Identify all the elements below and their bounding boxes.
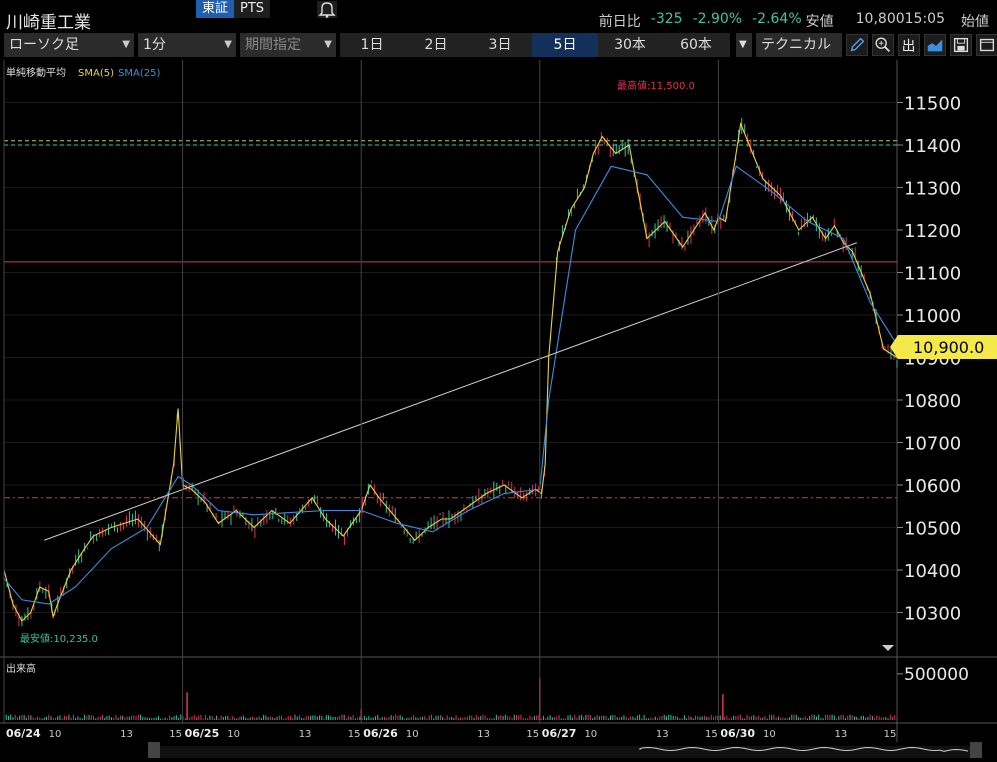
interval-select[interactable]: 1分 [138,33,236,57]
time: 15:05 [904,11,945,27]
x-tick-label: 15 [348,729,361,740]
chart-style-icon[interactable] [924,34,946,56]
current-price-tag: 10,900.0 [890,335,997,359]
save-icon[interactable] [950,34,972,56]
x-tick-label: 06/30 [720,727,755,740]
scroll-down-icon[interactable] [882,645,894,651]
zoom-icon[interactable] [872,34,894,56]
period-select[interactable]: 期間指定 [240,33,336,57]
y-tick-label: 11000 [904,306,961,327]
change-pct-2: -2.64% [752,11,802,27]
y-tick-label: 11300 [904,179,961,200]
y-tick-label: 10400 [904,561,961,582]
period-30bars[interactable]: 30本 [598,33,662,57]
sma25-legend: SMA(25) [118,68,160,79]
volume-tick-label: 500000 [904,665,969,685]
sma5-line [3,121,898,622]
price-chart[interactable]: 1030010400105001060010700108001090011000… [0,60,997,758]
y-tick-label: 10600 [904,476,961,497]
x-tick-label: 10 [406,729,419,740]
x-tick-label: 15 [169,729,182,740]
sma5-legend: SMA(5) [78,68,114,79]
x-tick-label: 10 [227,729,240,740]
exchange-tabs: 東証 PTS [196,0,271,18]
time-scrollbar[interactable] [0,742,997,758]
x-tick-label: 13 [477,729,490,740]
x-tick-label: 06/26 [363,727,398,740]
period-1d[interactable]: 1日 [340,33,404,57]
y-tick-label: 11400 [904,136,961,157]
min-price-label: 最安値:10,235.0 [20,632,98,645]
x-tick-label: 13 [299,729,312,740]
scrollbar-preview [639,746,969,752]
tab-pts[interactable]: PTS [234,0,271,18]
low-value: 10,800 [855,11,905,27]
chart-type-select[interactable]: ローソク足 [4,33,134,57]
change-pct: -2.90% [692,11,743,27]
chart-background [0,60,997,758]
change-value: -325 [650,11,683,27]
window-icon[interactable] [976,34,997,56]
x-tick-label: 15 [705,729,718,740]
x-tick-label: 06/27 [542,727,577,740]
period-more-button[interactable]: ▼ [736,33,752,57]
change-label: 前日比 [598,14,641,30]
current-price-value: 10,900.0 [913,338,984,357]
open-label: 始値 [961,14,989,30]
trendline [44,242,857,541]
bell-icon[interactable] [317,1,337,18]
sma25-line [3,165,898,605]
x-tick-label: 15 [526,729,539,740]
chart-toolbar: ローソク足 1分 期間指定 1日 2日 3日 5日 30本 60本 ▼ テクニカ… [0,33,997,59]
x-tick-label: 15 [884,729,897,740]
scroll-left-icon[interactable] [148,742,160,758]
y-tick-label: 10700 [904,434,961,455]
indicator-title: 単純移動平均 [6,66,66,79]
x-tick-label: 10 [763,729,776,740]
y-tick-label: 10800 [904,391,961,412]
x-tick-label: 10 [584,729,597,740]
pen-icon[interactable] [846,34,868,56]
svg-text:出: 出 [902,38,916,54]
x-tick-label: 13 [834,729,847,740]
x-tick-label: 13 [656,729,669,740]
stock-name: 川崎重工業 [6,13,91,33]
y-tick-label: 11500 [904,94,961,115]
chart-area: 1030010400105001060010700108001090011000… [0,60,997,758]
x-tick-label: 13 [120,729,133,740]
output-icon[interactable]: 出 [898,34,920,56]
x-tick-label: 06/24 [6,727,41,740]
y-tick-label: 11100 [904,264,961,285]
x-tick-label: 06/25 [185,727,220,740]
tab-tse[interactable]: 東証 [196,0,235,18]
x-tick-label: 10 [49,729,62,740]
period-60bars[interactable]: 60本 [662,33,730,57]
volume-label: 出来高 [6,662,36,675]
scroll-right-icon[interactable] [970,742,982,758]
price-stats: 前日比 -325 -2.90% -2.64% 安値 10,800 15:05 始… [589,11,997,31]
period-3d[interactable]: 3日 [468,33,532,57]
period-2d[interactable]: 2日 [404,33,468,57]
max-price-label: 最高値:11,500.0 [617,79,695,92]
top-bar: 川崎重工業 東証 PTS 前日比 -325 -2.90% -2.64% 安値 1… [0,0,997,33]
y-tick-label: 10500 [904,519,961,540]
period-5d[interactable]: 5日 [532,33,598,57]
y-tick-label: 11200 [904,221,961,242]
y-tick-label: 10300 [904,604,961,625]
technical-button[interactable]: テクニカル [756,33,842,57]
low-label: 安値 [805,14,834,30]
